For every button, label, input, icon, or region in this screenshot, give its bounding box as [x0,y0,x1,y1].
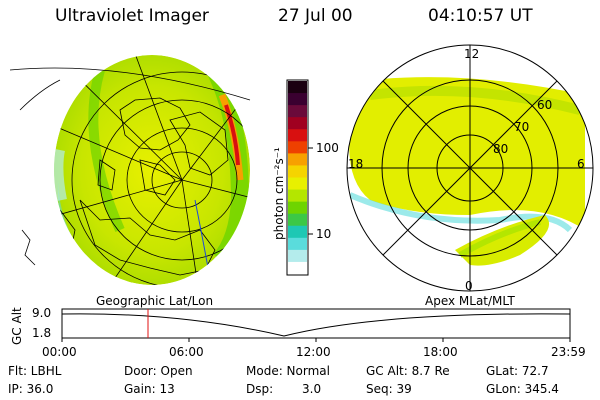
timeline-xtick-2359: 23:59 [551,345,586,359]
colorbar-segment [288,165,307,178]
instrument-title: Ultraviolet Imager [55,6,209,26]
mlt-label-0: 0 [465,279,473,293]
altitude-timeline [61,308,571,342]
intensity-colorbar [286,79,313,276]
colorbar-segment [288,141,307,154]
altitude-curve [61,313,571,337]
info-dsp-label: Dsp: [246,382,274,396]
timeline-xtick-0000: 00:00 [42,345,77,359]
colorbar-segment [288,105,307,118]
mlat-label-80: 80 [493,142,509,156]
colorbar-segment [288,93,307,106]
colorbar-segment [288,129,307,142]
info-seq: Seq: 39 [366,382,412,396]
colorbar-segment [288,201,307,215]
timeline-ylabel: GC Alt [10,307,24,345]
colorbar-segment [288,153,307,166]
colorbar-segment [288,249,307,263]
colorbar-unit-label: photon cm⁻²s⁻¹ [272,147,286,240]
colorbar-segment [288,225,307,239]
info-glon: GLon: 345.4 [486,382,559,396]
mlat-label-60: 60 [537,98,553,112]
info-filter: Flt: LBHL [8,364,62,378]
image-date: 27 Jul 00 [278,6,353,26]
info-gc-alt: GC Alt: 8.7 Re [366,364,450,378]
colorbar-segment [288,117,307,130]
colorbar-segment [288,261,307,275]
image-time: 04:10:57 UT [428,6,533,26]
timeline-xtick-1200: 12:00 [296,345,331,359]
timeline-ytick-low: 1.8 [32,326,52,340]
info-gain: Gain: 13 [124,382,175,396]
polar-grid [346,44,594,292]
mlt-label-12: 12 [464,47,480,61]
right-panel-caption: Apex MLat/MLT [425,294,515,308]
timeline-xtick-0600: 06:00 [169,345,204,359]
mlat-label-70: 70 [514,120,530,134]
info-dsp-value: 3.0 [302,382,322,396]
mlt-label-18: 18 [348,157,364,171]
info-glat: GLat: 72.7 [486,364,549,378]
apex-auroral-emission [349,77,585,231]
colorbar-segment [288,189,307,203]
colorbar-segment [288,81,307,94]
colorbar-tick-10: 10 [316,227,332,241]
colorbar-segment [288,177,307,191]
apex-polar-plot [346,44,594,292]
info-ip: IP: 36.0 [8,382,54,396]
info-mode: Mode: Normal [246,364,330,378]
info-door: Door: Open [124,364,193,378]
colorbar-segment [288,237,307,251]
timeline-ytick-high: 9.0 [32,306,52,320]
left-panel-caption: Geographic Lat/Lon [96,294,214,308]
colorbar-segment [288,213,307,227]
colorbar-tick-100: 100 [316,141,339,155]
mlt-label-6: 6 [577,157,585,171]
timeline-xtick-1800: 18:00 [423,345,458,359]
